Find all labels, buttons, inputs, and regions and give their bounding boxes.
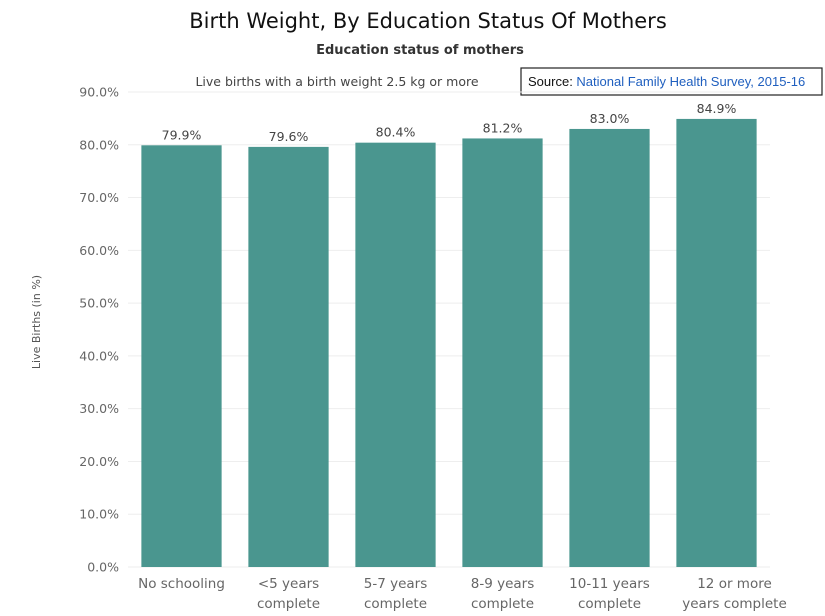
source-text: Source: National Family Health Survey, 2… [528,74,805,89]
x-tick-label: years complete [682,596,787,612]
y-tick-label: 20.0% [79,454,119,469]
bar[interactable] [676,118,757,568]
x-tick-label: 10-11 years [569,576,650,592]
y-tick-label: 0.0% [87,560,119,575]
series-label: Live births with a birth weight 2.5 kg o… [195,74,478,89]
chart-subtitle: Education status of mothers [316,43,524,58]
chart-title: Birth Weight, By Education Status Of Mot… [189,9,667,33]
bar[interactable] [355,142,436,567]
data-label: 80.4% [376,125,416,140]
y-tick-label: 80.0% [79,137,119,152]
source-box: Source: National Family Health Survey, 2… [520,67,823,96]
y-tick-label: 10.0% [79,507,119,522]
bar[interactable] [248,146,329,567]
x-tick-label: complete [257,596,320,612]
x-axis-labels: No schooling <5 years complete 5-7 years com… [138,576,787,612]
data-label: 79.9% [162,127,202,142]
x-tick-label: 12 or more [697,576,772,592]
bars [141,118,757,568]
y-tick-label: 70.0% [79,190,119,205]
data-label: 79.6% [269,129,309,144]
bar[interactable] [462,138,543,567]
bar[interactable] [141,145,222,568]
data-label: 81.2% [483,120,523,135]
y-tick-label: 30.0% [79,401,119,416]
source-box-border [520,67,823,96]
x-tick-label: complete [364,596,427,612]
x-tick-label: complete [471,596,534,612]
data-labels: 79.9% 79.6% 80.4% 81.2% 83.0% 84.9% [162,101,737,144]
data-label: 83.0% [590,111,630,126]
source-label: Source: [528,74,576,89]
x-tick-label: <5 years [258,576,319,592]
source-link[interactable]: National Family Health Survey, 2015-16 [576,74,805,89]
y-axis-ticks: 0.0% 10.0% 20.0% 30.0% 40.0% 50.0% 60.0% 70.0% 8… [79,85,119,575]
y-tick-label: 50.0% [79,296,119,311]
y-tick-label: 40.0% [79,348,119,363]
x-tick-label: complete [578,596,641,612]
x-tick-label: No schooling [138,576,225,592]
x-tick-label: 5-7 years [364,576,428,592]
y-axis-label: Live Births (in %) [30,275,43,369]
gridlines [128,91,770,568]
x-tick-label: 8-9 years [471,576,535,592]
bar[interactable] [569,128,650,567]
y-tick-label: 90.0% [79,85,119,100]
y-tick-label: 60.0% [79,243,119,258]
data-label: 84.9% [697,101,737,116]
